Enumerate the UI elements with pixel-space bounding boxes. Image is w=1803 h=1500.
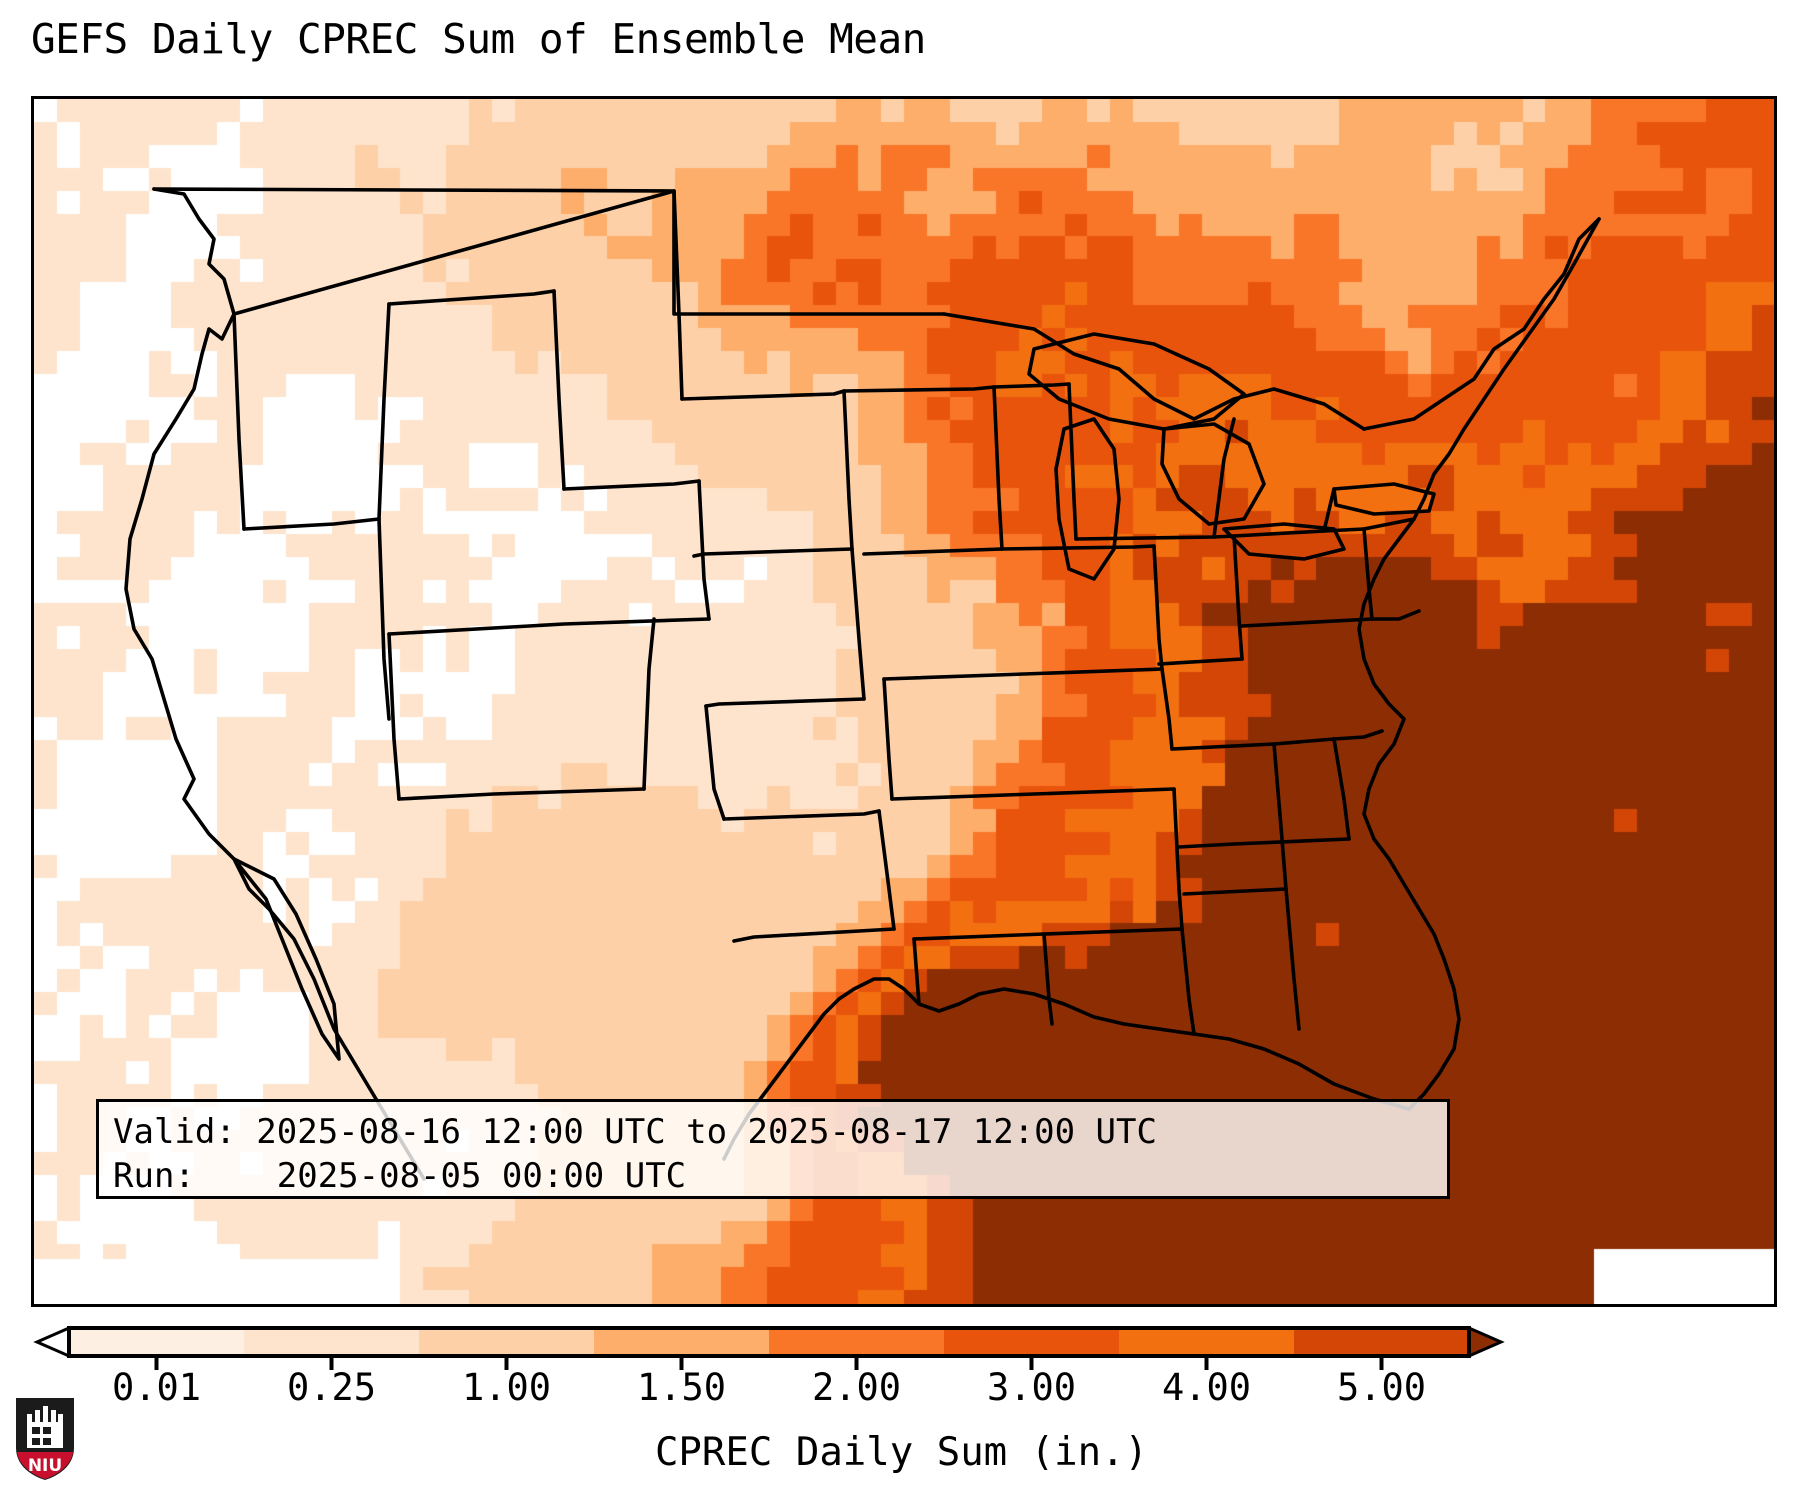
border-line: [552, 289, 566, 491]
border-line: [842, 385, 996, 393]
niu-logo: NIU: [16, 1398, 74, 1480]
colorbar-over-arrow: [1467, 1325, 1505, 1359]
colorbar-band: [69, 1328, 245, 1356]
border-line: [1284, 887, 1301, 1031]
border-line: [1182, 887, 1288, 896]
border-line: [387, 632, 401, 801]
colorbar-tick-labels: 0.01 0.25 1.00 1.50 2.00 3.00 4.00 5.00: [31, 1368, 1777, 1428]
border-line: [1332, 482, 1436, 516]
border-line: [242, 517, 381, 531]
colorbar-band: [944, 1328, 1120, 1356]
border-line: [1212, 417, 1236, 539]
colorbar-band: [1119, 1328, 1295, 1356]
border-line: [232, 857, 341, 1061]
colorbar-tick-label: 4.00: [1161, 1366, 1252, 1409]
border-line: [377, 517, 391, 721]
border-line: [1240, 617, 1374, 628]
border-line: [1160, 667, 1174, 751]
border-line: [377, 302, 391, 521]
colorbar: 0.01 0.25 1.00 1.50 2.00 3.00 4.00 5.00: [31, 1322, 1777, 1408]
colorbar-tick-label: 2.00: [811, 1366, 902, 1409]
border-line: [672, 189, 684, 401]
border-line: [697, 479, 711, 621]
border-line: [704, 697, 866, 708]
border-line: [680, 389, 846, 401]
border-line: [692, 547, 854, 558]
colorbar-tick-label: 5.00: [1336, 1366, 1427, 1409]
border-line: [942, 312, 1366, 431]
border-line: [1074, 534, 1236, 541]
border-line: [842, 389, 854, 551]
border-line: [397, 787, 646, 801]
colorbar-band: [1294, 1328, 1470, 1356]
border-line: [1357, 217, 1601, 1111]
border-line: [912, 937, 921, 1006]
border-line: [387, 617, 711, 636]
border-line: [1180, 927, 1196, 1036]
border-line: [992, 382, 1071, 389]
colorbar-swatches: [33, 1325, 1505, 1370]
border-line: [1160, 422, 1266, 526]
border-line: [1042, 932, 1054, 1026]
colorbar-band: [244, 1328, 420, 1356]
border-line: [704, 704, 726, 821]
niu-logo-text: NIU: [28, 1456, 62, 1476]
colorbar-tick-label: 1.00: [461, 1366, 552, 1409]
border-line: [1332, 729, 1384, 741]
border-line: [1322, 487, 1336, 533]
border-line: [850, 547, 866, 701]
border-line: [1232, 527, 1366, 538]
border-line: [732, 927, 896, 943]
border-line: [1232, 534, 1244, 661]
border-line: [1054, 417, 1121, 581]
page-title: GEFS Daily CPREC Sum of Ensemble Mean: [31, 15, 926, 63]
border-line: [1370, 609, 1421, 621]
colorbar-tick-label: 0.25: [286, 1366, 377, 1409]
border-line: [877, 809, 896, 931]
colorbar-band: [594, 1328, 770, 1356]
border-line: [1362, 517, 1416, 531]
border-line: [992, 385, 1004, 551]
border-line: [562, 479, 701, 491]
border-line: [1157, 657, 1244, 666]
border-line: [882, 667, 1164, 681]
forecast-info-box: Valid: 2025-08-16 12:00 UTC to 2025-08-1…: [96, 1099, 1450, 1199]
border-line: [1152, 544, 1164, 671]
border-line: [912, 927, 1184, 941]
border-line: [152, 187, 946, 316]
border-line: [1172, 787, 1184, 931]
border-line: [1027, 332, 1246, 431]
border-line: [722, 977, 1411, 1161]
border-line: [232, 189, 676, 316]
colorbar-band: [419, 1328, 595, 1356]
colorbar-band: [769, 1328, 945, 1356]
border-line: [1177, 837, 1351, 849]
colorbar-tick-label: 1.50: [636, 1366, 727, 1409]
border-line: [722, 809, 881, 821]
border-line: [232, 312, 246, 531]
border-line: [882, 677, 894, 801]
run-time-line: Run: 2025-08-05 00:00 UTC: [113, 1156, 687, 1196]
border-line: [1000, 544, 1156, 551]
border-line: [387, 289, 556, 306]
border-line: [1067, 382, 1078, 541]
colorbar-under-arrow: [33, 1325, 71, 1359]
border-line: [1362, 527, 1374, 621]
valid-time-line: Valid: 2025-08-16 12:00 UTC to 2025-08-1…: [113, 1112, 1157, 1152]
colorbar-tick-label: 0.01: [111, 1366, 202, 1409]
map-panel: Valid: 2025-08-16 12:00 UTC to 2025-08-1…: [31, 96, 1777, 1307]
border-line: [1332, 737, 1351, 841]
border-line: [1222, 522, 1346, 561]
border-line: [1170, 737, 1336, 751]
border-line: [1362, 217, 1601, 431]
colorbar-tick-label: 3.00: [986, 1366, 1077, 1409]
border-line: [1272, 742, 1288, 891]
border-line: [862, 547, 1004, 556]
colorbar-axis-label: CPREC Daily Sum (in.): [654, 1430, 1149, 1475]
border-line: [890, 787, 1176, 801]
border-line: [642, 617, 656, 791]
border-line: [124, 187, 426, 1181]
state-borders-overlay: [124, 187, 1601, 1181]
